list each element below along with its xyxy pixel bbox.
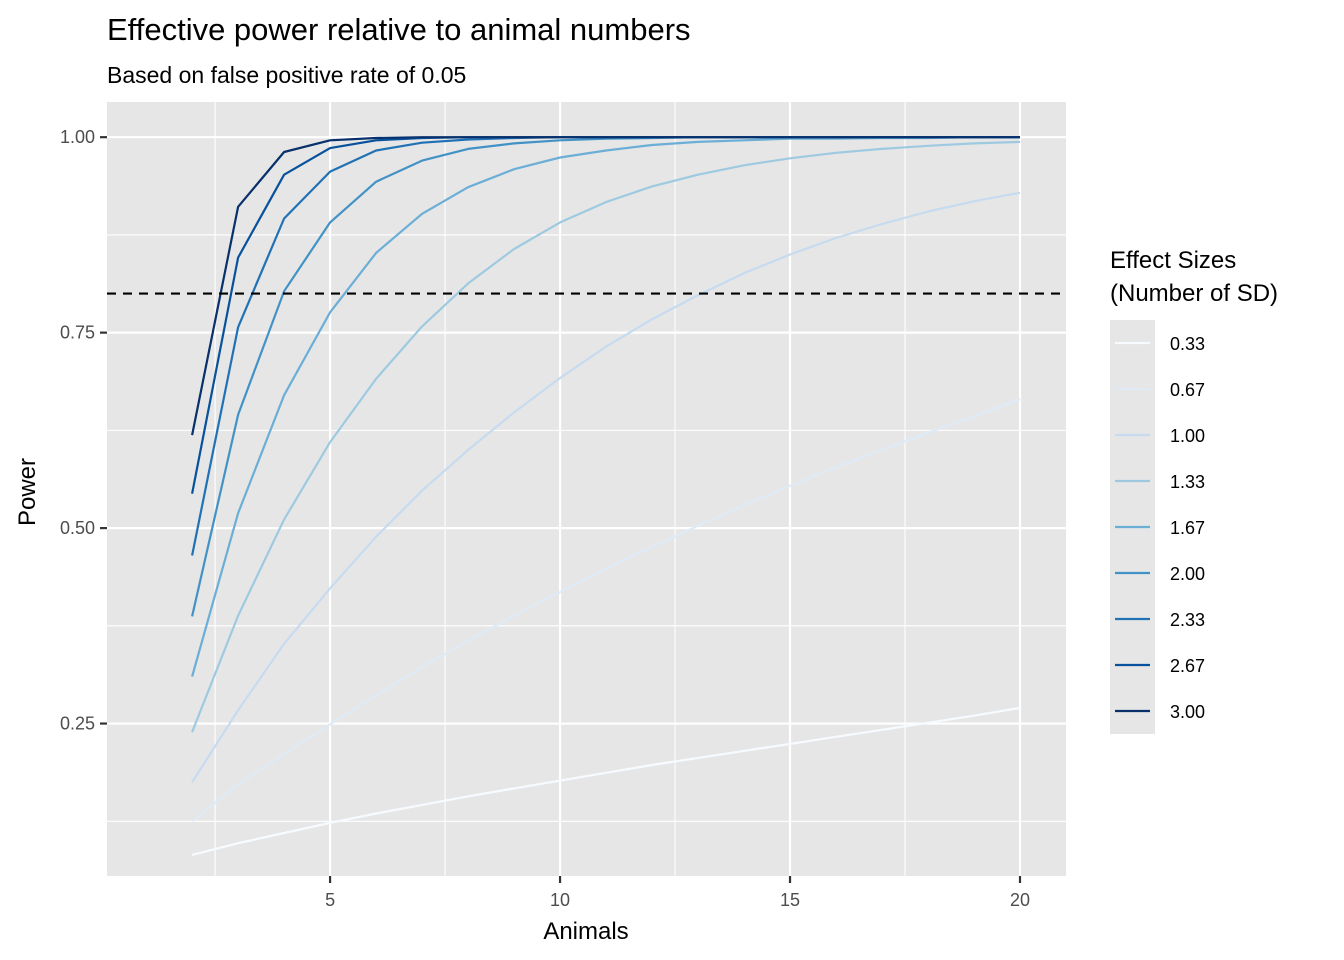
legend-label-1-33: 1.33: [1170, 472, 1205, 492]
chart-subtitle: Based on false positive rate of 0.05: [107, 62, 466, 88]
x-axis-title: Animals: [543, 918, 628, 945]
series-line-1-33: [191, 140, 1021, 733]
series-line-1-00: [191, 191, 1021, 783]
x-tick-label-1: 10: [550, 890, 570, 910]
plot-panel: [107, 102, 1066, 876]
series-line-0-33: [191, 706, 1021, 856]
y-axis: 0.25 0.50 0.75 1.00: [60, 127, 107, 734]
y-tick-label-1: 0.50: [60, 518, 95, 538]
legend-label-2-67: 2.67: [1170, 656, 1205, 676]
x-tick-label-0: 5: [325, 890, 335, 910]
x-tick-label-2: 15: [780, 890, 800, 910]
legend-title-line1: Effect Sizes: [1110, 247, 1236, 274]
chart-title: Effective power relative to animal numbe…: [107, 12, 691, 47]
y-axis-title: Power: [14, 458, 41, 526]
x-axis: 5 10 15 20: [325, 876, 1030, 910]
y-tick-label-0: 0.25: [60, 714, 95, 734]
legend-label-1-00: 1.00: [1170, 426, 1205, 446]
series-lines: [191, 136, 1021, 856]
major-gridlines: [107, 102, 1066, 876]
legend-label-1-67: 1.67: [1170, 518, 1205, 538]
legend-label-0-67: 0.67: [1170, 380, 1205, 400]
series-line-3-00: [191, 136, 1020, 436]
minor-gridlines: [107, 102, 1066, 876]
x-tick-label-3: 20: [1010, 890, 1030, 910]
legend-label-2-00: 2.00: [1170, 564, 1205, 584]
legend-label-2-33: 2.33: [1170, 610, 1205, 630]
legend-label-0-33: 0.33: [1170, 334, 1205, 354]
y-tick-label-3: 1.00: [60, 127, 95, 147]
legend-label-3-00: 3.00: [1170, 702, 1205, 722]
y-tick-label-2: 0.75: [60, 323, 95, 343]
legend-title-line2: (Number of SD): [1110, 280, 1278, 307]
series-line-0-67: [191, 398, 1021, 823]
legend: Effect Sizes (Number of SD) 0.33 0.67 1.00…: [1110, 247, 1278, 734]
